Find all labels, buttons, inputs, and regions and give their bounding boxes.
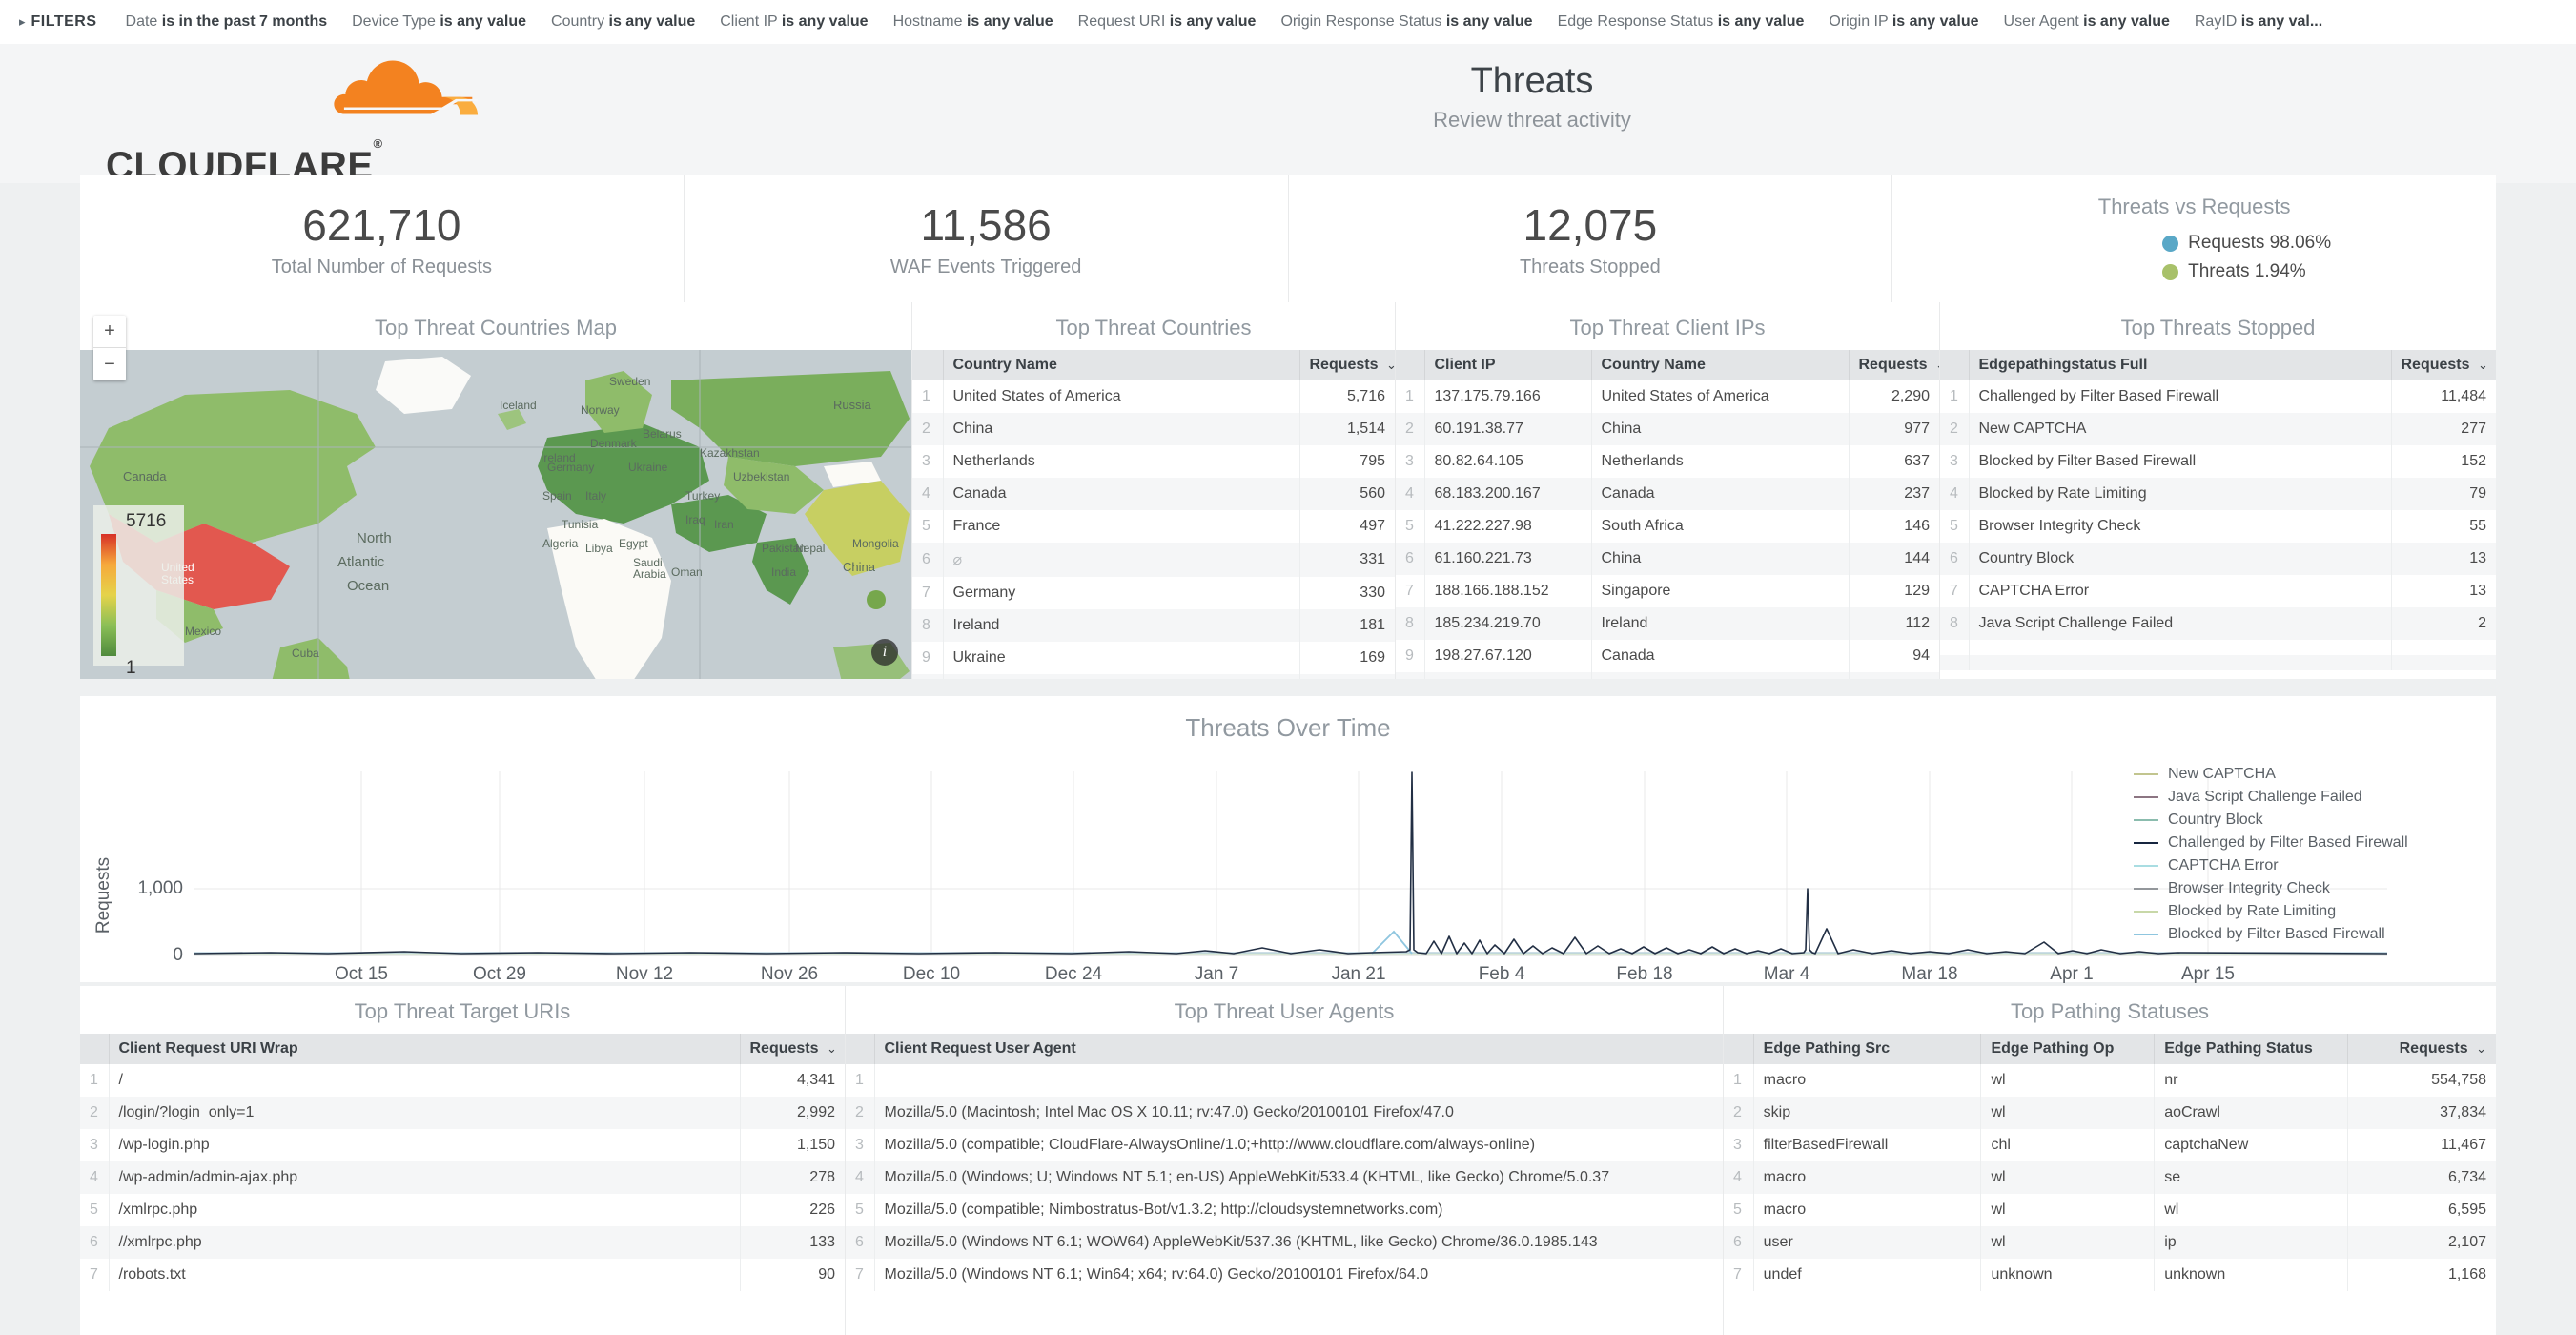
svg-text:Iceland: Iceland <box>500 399 537 412</box>
svg-text:Requests: Requests <box>93 857 113 934</box>
svg-text:India: India <box>771 565 796 579</box>
svg-text:Dec 24: Dec 24 <box>1045 964 1103 984</box>
svg-text:Cuba: Cuba <box>292 647 319 660</box>
svg-text:Mongolia: Mongolia <box>852 537 899 550</box>
svg-text:Egypt: Egypt <box>619 537 648 550</box>
svg-text:China: China <box>843 560 876 574</box>
svg-text:Apr 15: Apr 15 <box>2181 964 2235 984</box>
svg-text:Turkey: Turkey <box>685 489 720 503</box>
svg-text:Belarus: Belarus <box>643 427 682 441</box>
svg-text:Jan 7: Jan 7 <box>1195 964 1238 984</box>
svg-text:Ocean: Ocean <box>347 578 389 594</box>
svg-text:Iraq: Iraq <box>685 513 705 526</box>
svg-text:North: North <box>357 530 392 546</box>
svg-text:Italy: Italy <box>585 489 606 503</box>
svg-text:Spain: Spain <box>542 489 572 503</box>
svg-text:Nepal: Nepal <box>795 542 825 555</box>
svg-text:Kazakhstan: Kazakhstan <box>700 446 760 460</box>
svg-text:Oct 29: Oct 29 <box>473 964 526 984</box>
svg-text:Mar 4: Mar 4 <box>1764 964 1810 984</box>
svg-text:Sweden: Sweden <box>609 375 650 388</box>
svg-text:Denmark: Denmark <box>590 437 638 450</box>
svg-text:Oman: Oman <box>671 565 703 579</box>
svg-text:Feb 4: Feb 4 <box>1479 964 1525 984</box>
svg-text:1,000: 1,000 <box>137 878 183 898</box>
svg-text:Libya: Libya <box>585 542 613 555</box>
svg-text:Mar 18: Mar 18 <box>1901 964 1957 984</box>
svg-text:Arabia: Arabia <box>633 567 666 581</box>
svg-text:Apr 1: Apr 1 <box>2050 964 2093 984</box>
svg-text:Oct 15: Oct 15 <box>335 964 388 984</box>
svg-text:Algeria: Algeria <box>542 537 579 550</box>
svg-text:Jan 21: Jan 21 <box>1331 964 1385 984</box>
svg-text:Mexico: Mexico <box>185 625 221 638</box>
svg-text:Nov 26: Nov 26 <box>761 964 818 984</box>
svg-text:Nov 12: Nov 12 <box>616 964 673 984</box>
svg-text:Russia: Russia <box>833 398 872 412</box>
svg-text:Feb 18: Feb 18 <box>1616 964 1672 984</box>
svg-text:Canada: Canada <box>123 469 167 483</box>
svg-text:Iran: Iran <box>714 518 734 531</box>
svg-text:Uzbekistan: Uzbekistan <box>733 470 789 483</box>
svg-text:Dec 10: Dec 10 <box>903 964 960 984</box>
svg-text:Germany: Germany <box>547 461 594 474</box>
svg-text:Tunisia: Tunisia <box>562 518 599 531</box>
svg-text:Norway: Norway <box>581 403 620 417</box>
svg-text:Ukraine: Ukraine <box>628 461 668 474</box>
svg-text:0: 0 <box>173 945 183 965</box>
svg-text:Atlantic: Atlantic <box>337 554 385 570</box>
